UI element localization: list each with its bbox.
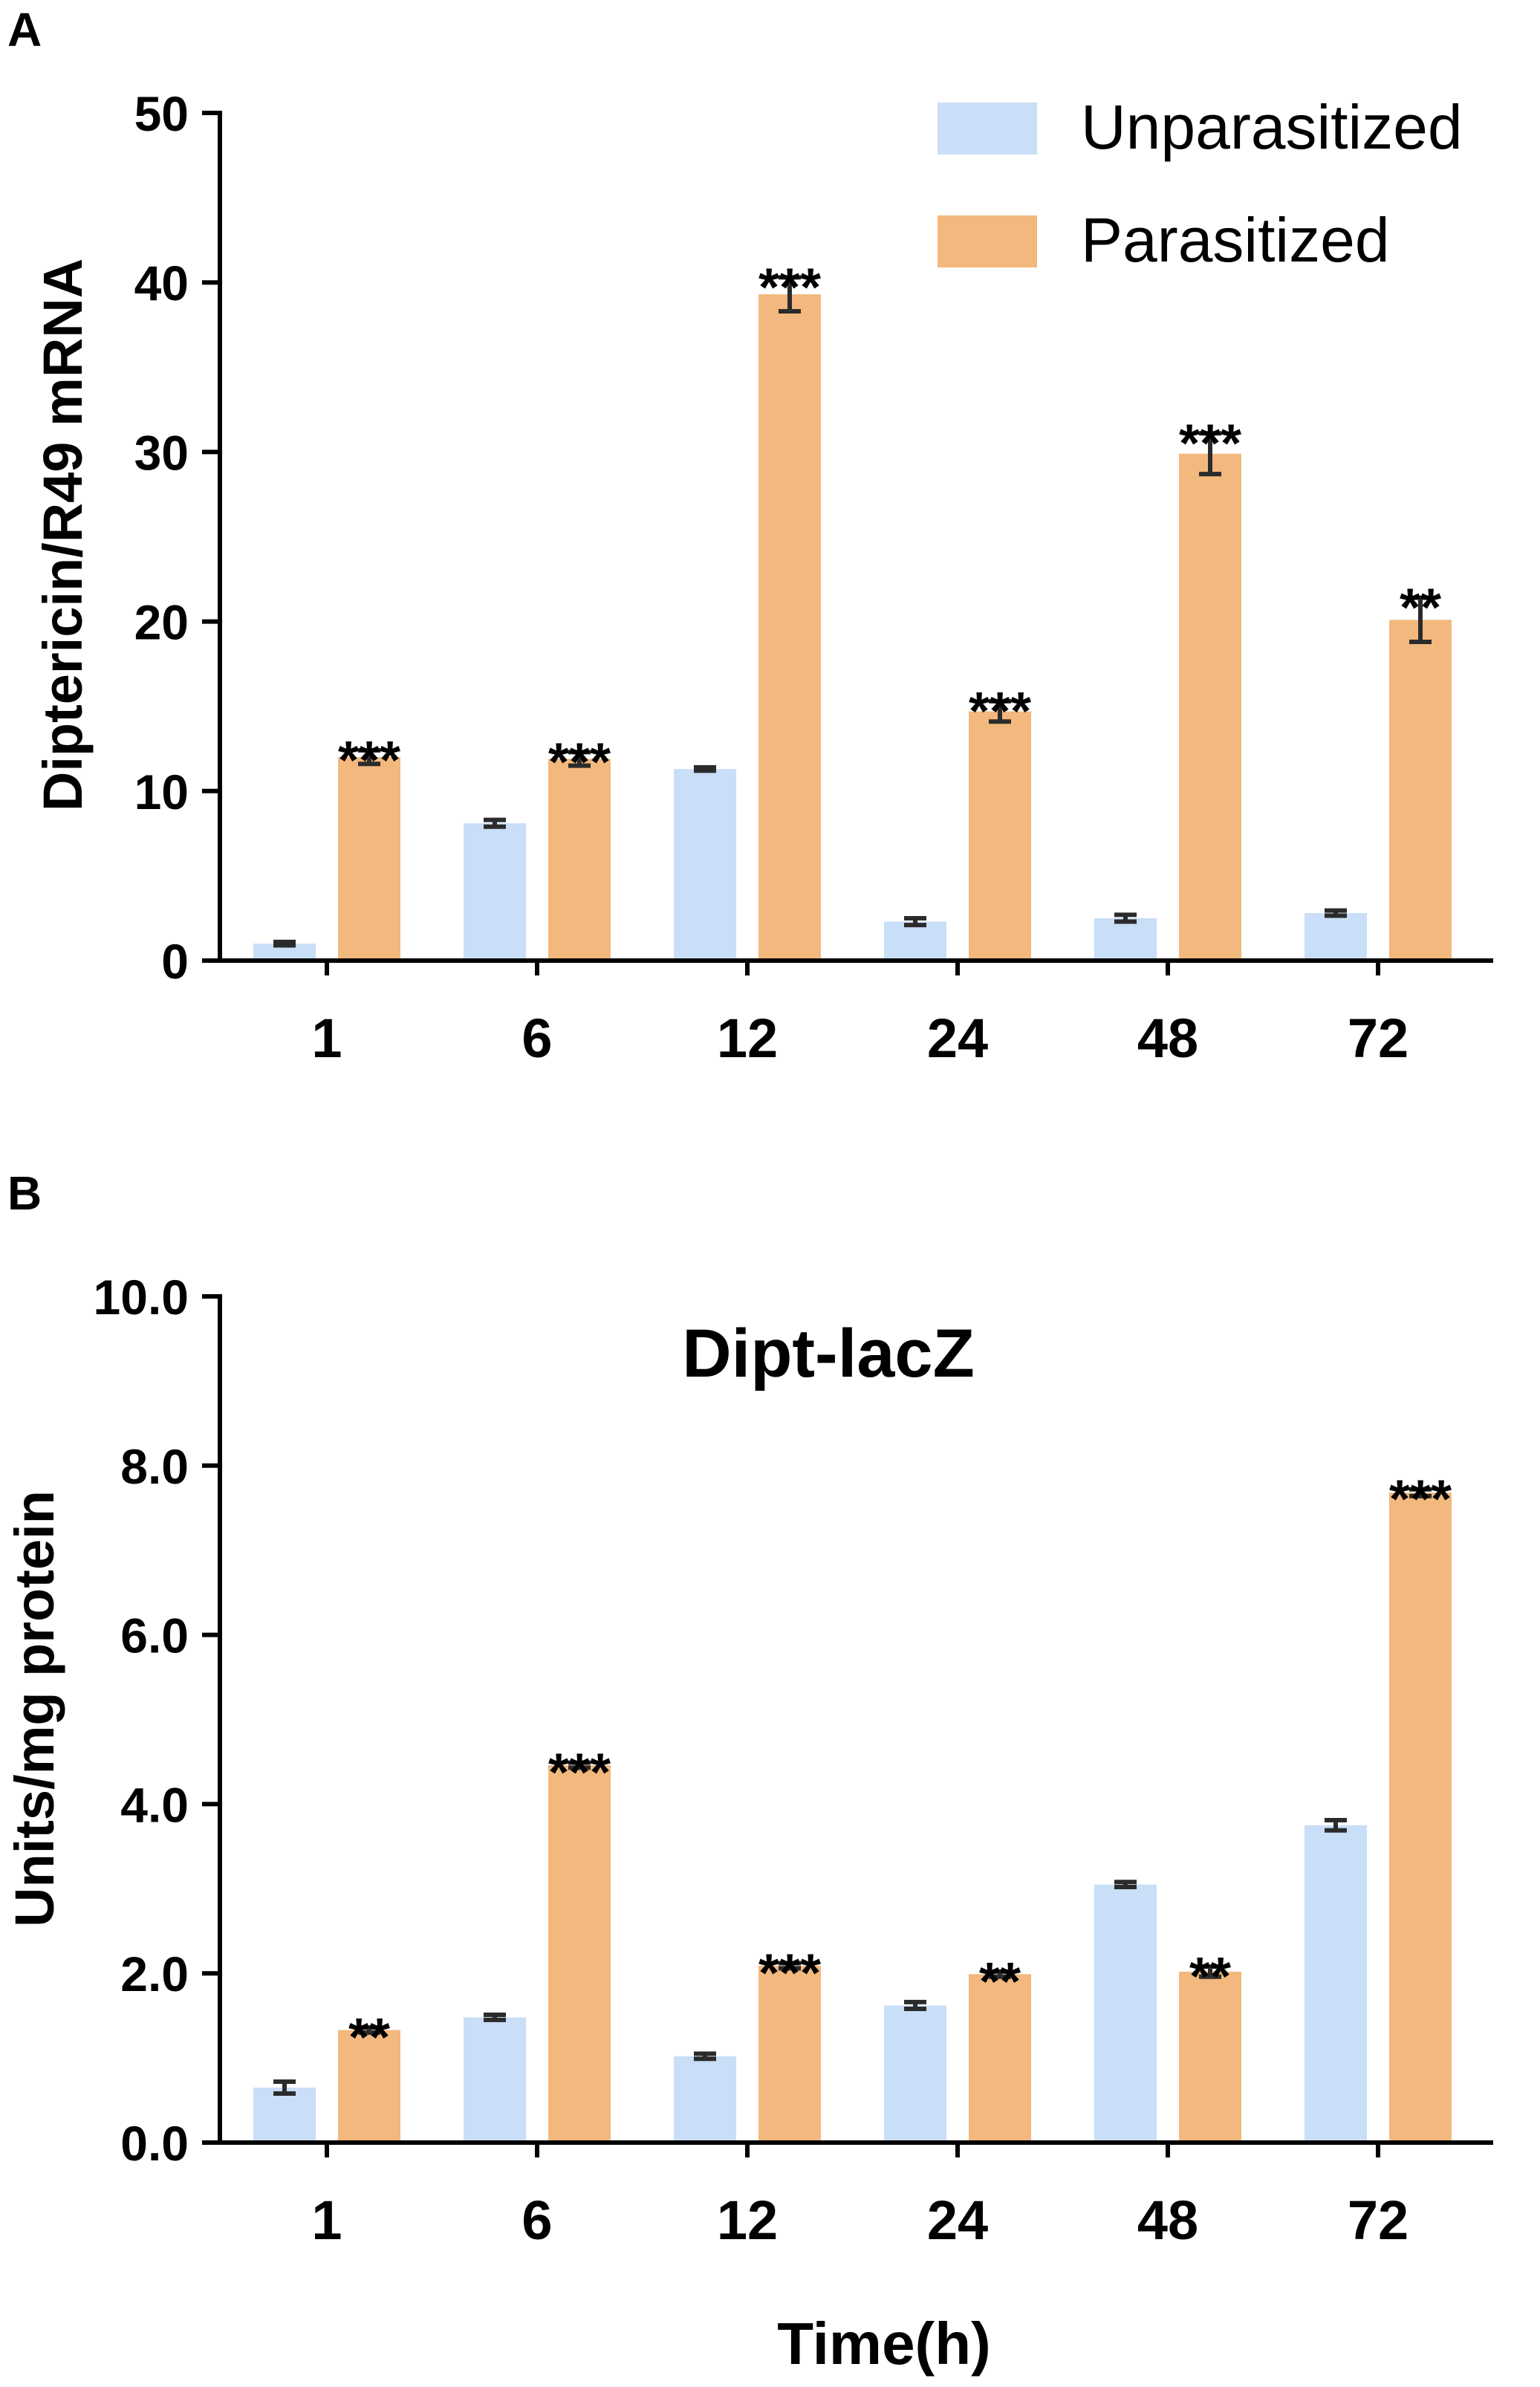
y-tick-label: 4.0 — [120, 1777, 189, 1832]
legend: Unparasitized Parasitized — [938, 92, 1463, 275]
chart-title: Dipt-lacZ — [682, 1316, 975, 1391]
significance-label-72: ** — [1400, 579, 1441, 638]
y-tick-label: 2.0 — [120, 1946, 189, 2001]
significance-label-48: ** — [1189, 1947, 1231, 2007]
bar-unparasitized-12 — [674, 769, 736, 961]
error-bar-unparasitized-24 — [904, 1999, 926, 2012]
bar-unparasitized-72 — [1305, 1825, 1367, 2143]
error-bar-parasitized-12 — [779, 275, 801, 314]
error-bar-unparasitized-48 — [1114, 1880, 1137, 1890]
y-axis-label: Diptericin/R49 mRNA — [32, 259, 94, 811]
y-tick-label: 0 — [161, 934, 189, 989]
panel-label-a: A — [7, 3, 42, 56]
y-tick-label: 30 — [134, 425, 189, 480]
significance-label-12: *** — [758, 1944, 821, 2004]
error-bar-parasitized-24 — [989, 1969, 1011, 1979]
y-tick-label: 8.0 — [120, 1439, 189, 1494]
significance-label-48: *** — [1179, 414, 1241, 473]
error-bar-unparasitized-48 — [1114, 912, 1137, 924]
bar-parasitized-72 — [1389, 620, 1452, 961]
error-bar-parasitized-6 — [568, 1760, 591, 1770]
error-bar-parasitized-6 — [568, 750, 591, 768]
legend-swatch-unparasitized — [938, 103, 1037, 155]
bar-parasitized-72 — [1389, 1493, 1452, 2143]
bar-unparasitized-1 — [253, 2087, 316, 2143]
significance-label-1: ** — [348, 2008, 390, 2068]
y-tick-label: 6.0 — [120, 1608, 189, 1663]
error-bar-parasitized-1 — [358, 748, 380, 767]
x-tick-label: 12 — [717, 1007, 778, 1069]
bar-parasitized-1 — [338, 2030, 400, 2143]
legend-label-parasitized: Parasitized — [1081, 205, 1390, 275]
legend-label-unparasitized: Unparasitized — [1081, 92, 1463, 162]
error-bar-unparasitized-72 — [1325, 908, 1347, 918]
y-tick-label: 40 — [134, 256, 189, 311]
bar-parasitized-48 — [1179, 453, 1241, 961]
y-tick-label: 50 — [134, 86, 189, 141]
panel-label-b: B — [7, 1166, 42, 1220]
bar-unparasitized-24 — [884, 921, 946, 961]
error-bar-unparasitized-24 — [904, 915, 926, 928]
x-tick-label: 48 — [1137, 1007, 1198, 1069]
chart-panel-a: *** 1 *** 6 *** 12 *** 24 *** 48 ** 72 0 10 20 30 40 50 Di… — [32, 86, 1493, 1069]
error-bar-parasitized-12 — [779, 1961, 801, 1971]
x-tick-label: 1 — [311, 1007, 342, 1069]
error-bar-unparasitized-6 — [484, 817, 506, 829]
y-tick-label: 10.0 — [94, 1270, 189, 1325]
significance-label-24: *** — [969, 682, 1031, 741]
significance-label-1: *** — [338, 731, 400, 790]
error-bar-parasitized-72 — [1409, 595, 1432, 644]
x-tick-label: 72 — [1348, 1007, 1409, 1069]
error-bar-unparasitized-72 — [1325, 1818, 1347, 1833]
bar-unparasitized-6 — [464, 823, 526, 961]
bar-unparasitized-12 — [674, 2056, 736, 2143]
x-tick-label: 1 — [311, 2189, 342, 2251]
x-tick-label: 24 — [927, 2189, 988, 2251]
bar-parasitized-24 — [969, 1974, 1031, 2143]
error-bar-parasitized-48 — [1199, 431, 1221, 477]
bar-unparasitized-48 — [1094, 1884, 1157, 2143]
error-bar-parasitized-24 — [989, 698, 1011, 724]
significance-label-72: *** — [1389, 1470, 1452, 1530]
bar-parasitized-12 — [758, 1965, 821, 2143]
y-tick-label: 20 — [134, 595, 189, 650]
error-bar-unparasitized-12 — [694, 764, 716, 773]
x-tick-label: 12 — [717, 2189, 778, 2251]
x-tick-label: 72 — [1348, 2189, 1409, 2251]
bar-parasitized-48 — [1179, 1971, 1241, 2143]
bar-parasitized-12 — [758, 294, 821, 961]
bar-parasitized-6 — [548, 759, 611, 961]
significance-label-6: *** — [548, 733, 611, 792]
y-axis-label: Units/mg protein — [4, 1490, 65, 1927]
chart-panel-b: ** 1 *** 6 *** 12 ** 24 ** 48 *** 72 0.0 2.0 4.0 6.0 8.0… — [4, 1270, 1493, 2377]
x-tick-label: 24 — [927, 1007, 988, 1069]
y-tick-label: 0.0 — [120, 2116, 189, 2171]
bar-unparasitized-1 — [253, 944, 316, 961]
legend-swatch-parasitized — [938, 215, 1037, 267]
bar-unparasitized-6 — [464, 2017, 526, 2143]
error-bar-parasitized-72 — [1409, 1487, 1432, 1498]
error-bar-unparasitized-1 — [273, 2079, 296, 2096]
bar-unparasitized-24 — [884, 2005, 946, 2143]
significance-label-24: ** — [979, 1952, 1021, 2012]
x-tick-label: 48 — [1137, 2189, 1198, 2251]
bar-unparasitized-48 — [1094, 918, 1157, 961]
error-bar-parasitized-48 — [1199, 1964, 1221, 1979]
y-tick-label: 10 — [134, 764, 189, 819]
error-bar-unparasitized-12 — [694, 2051, 716, 2062]
x-tick-label: 6 — [522, 2189, 552, 2251]
x-axis-label: Time(h) — [777, 2310, 990, 2377]
bar-parasitized-6 — [548, 1765, 611, 2143]
bar-parasitized-1 — [338, 757, 400, 961]
significance-label-6: *** — [548, 1744, 611, 1803]
error-bar-parasitized-1 — [358, 2025, 380, 2035]
error-bar-unparasitized-6 — [484, 2013, 506, 2022]
x-tick-label: 6 — [522, 1007, 552, 1069]
bar-unparasitized-72 — [1305, 913, 1367, 961]
significance-label-12: *** — [758, 258, 821, 317]
error-bar-unparasitized-1 — [273, 939, 296, 948]
bar-parasitized-24 — [969, 711, 1031, 961]
